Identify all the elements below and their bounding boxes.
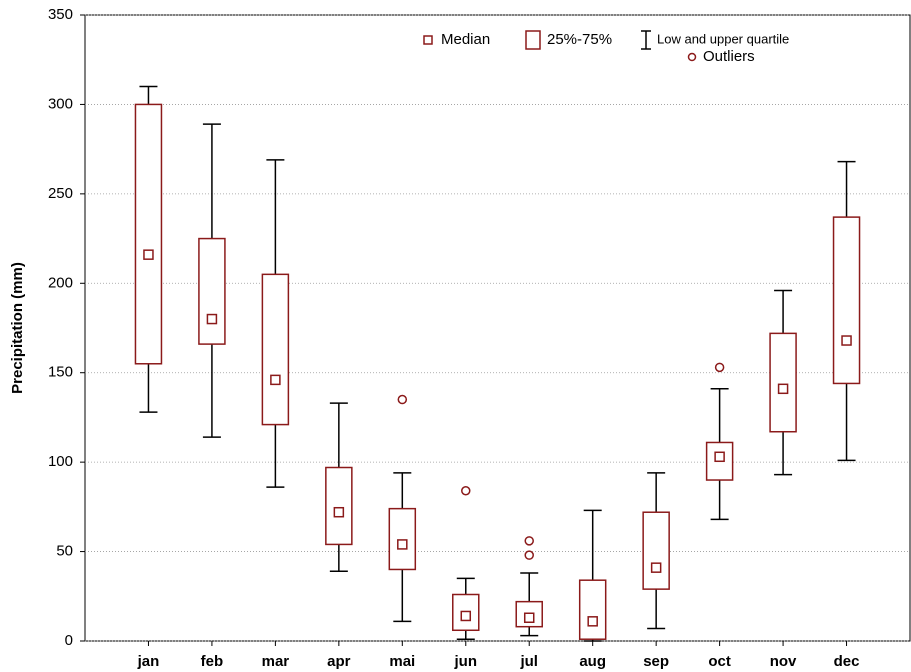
median xyxy=(270,374,281,386)
legend-box-icon xyxy=(525,30,541,50)
x-tick-label: aug xyxy=(579,653,606,670)
box xyxy=(388,507,417,571)
box xyxy=(578,579,607,640)
median xyxy=(714,451,725,463)
x-tick-label: jun xyxy=(454,653,478,670)
median xyxy=(650,562,662,573)
x-tick-label: oct xyxy=(708,653,731,670)
outlier xyxy=(524,550,534,560)
legend-label: Low and upper quartile xyxy=(657,31,789,46)
outlier xyxy=(714,362,725,373)
outlier xyxy=(524,536,534,546)
y-tick-label: 100 xyxy=(48,453,73,470)
outlier xyxy=(461,486,471,496)
x-tick-label: feb xyxy=(201,653,224,670)
median xyxy=(206,313,218,325)
y-tick-label: 350 xyxy=(48,6,73,23)
y-tick-label: 50 xyxy=(56,543,73,560)
plot-frame xyxy=(84,14,911,642)
median xyxy=(333,506,345,518)
box xyxy=(452,593,480,632)
y-axis-label: Precipitation (mm) xyxy=(9,262,26,394)
legend-label: Outliers xyxy=(703,48,755,65)
median xyxy=(143,249,154,260)
x-tick-label: apr xyxy=(327,653,351,670)
median xyxy=(523,612,535,623)
box xyxy=(832,216,861,385)
box xyxy=(134,103,163,365)
box xyxy=(261,273,290,426)
median xyxy=(841,335,852,346)
box xyxy=(769,332,797,433)
legend-outlier-icon xyxy=(687,52,697,62)
x-tick-label: dec xyxy=(834,653,860,670)
x-tick-label: jul xyxy=(519,653,538,670)
legend-median-icon xyxy=(423,35,433,45)
y-tick-label: 250 xyxy=(48,185,73,202)
box xyxy=(325,466,353,546)
x-tick-label: jan xyxy=(137,653,160,670)
y-tick-label: 200 xyxy=(48,274,73,291)
legend-label: Median xyxy=(441,31,490,48)
median xyxy=(777,383,789,395)
y-tick-label: 300 xyxy=(48,95,73,112)
y-tick-label: 0 xyxy=(65,632,73,649)
median xyxy=(460,610,472,622)
x-tick-label: mai xyxy=(389,653,415,670)
y-tick-label: 150 xyxy=(48,364,73,381)
box xyxy=(198,237,226,345)
box xyxy=(642,511,670,590)
median xyxy=(587,616,598,627)
outlier xyxy=(397,394,408,405)
median xyxy=(397,539,408,550)
legend-label: 25%-75% xyxy=(547,31,612,48)
x-tick-label: nov xyxy=(770,653,797,670)
x-tick-label: mar xyxy=(262,653,290,670)
x-tick-label: sep xyxy=(643,653,669,670)
